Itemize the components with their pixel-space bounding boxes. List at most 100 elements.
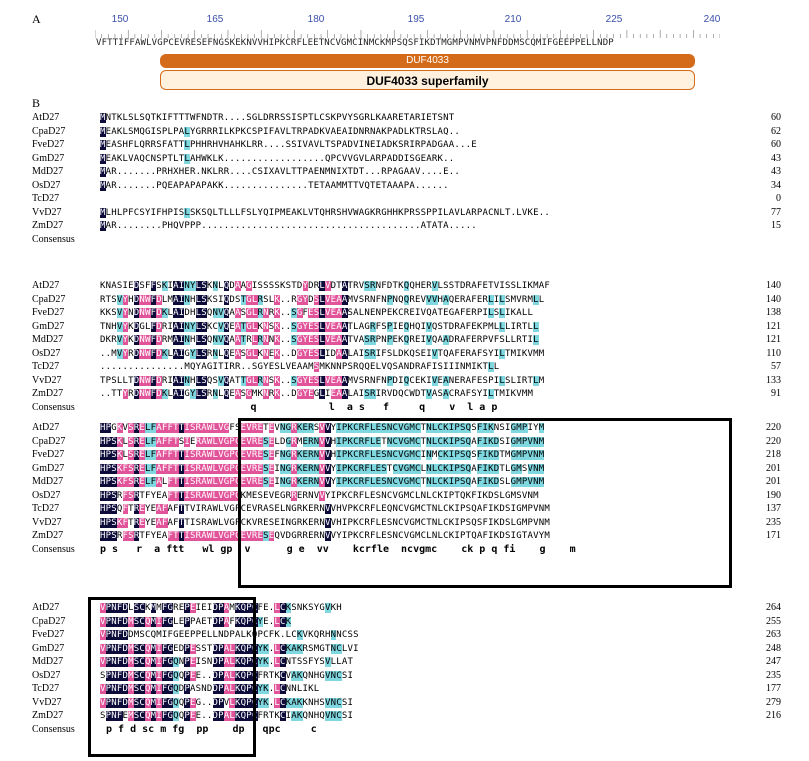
residue: P [341, 463, 348, 474]
residue: R [409, 335, 415, 345]
residue: I [482, 463, 489, 474]
residue: D [100, 335, 106, 345]
residue: S [505, 294, 511, 305]
residue: K [398, 281, 404, 291]
residue: L [358, 308, 365, 318]
residue: Q [223, 321, 230, 332]
residue: S [133, 657, 140, 667]
residue: T [212, 113, 219, 123]
residue: I [375, 140, 382, 150]
sequence-residues: MNTKLSLSQTKIFTTTWFNDTR....SGLDRRSSISPTLC… [100, 112, 454, 124]
residue: H [341, 207, 348, 218]
residue: V [431, 294, 438, 305]
residue: R [257, 308, 264, 318]
residue: . [415, 180, 421, 191]
residue: P [218, 711, 224, 721]
residue: G [353, 153, 359, 164]
consensus-row: Consensus p s r a ftt wl gp v g e vv kcrf… [0, 544, 809, 556]
residue: A [178, 126, 185, 137]
residue: P [460, 517, 466, 528]
residue: T [178, 531, 185, 541]
residue: D [386, 281, 393, 291]
residue: . [308, 221, 314, 231]
residue: N [319, 531, 325, 541]
residue: H [336, 517, 342, 528]
residue: M [409, 423, 415, 433]
residue: . [235, 113, 241, 123]
residue: P [184, 657, 190, 667]
residue: C [235, 436, 241, 447]
residue: K [482, 490, 489, 501]
residue-count: 201 [766, 476, 781, 487]
residue: . [150, 221, 157, 231]
residue: S [128, 436, 134, 447]
residue: Q [386, 504, 393, 514]
residue: M [251, 389, 258, 399]
residue: . [285, 180, 292, 191]
residue: C [386, 490, 393, 501]
residue: S [195, 517, 202, 528]
residue: A [392, 126, 399, 137]
residue: G [403, 450, 410, 460]
residue: A [341, 294, 348, 305]
residue: . [268, 180, 275, 191]
sequence-name: VvD27 [32, 696, 62, 708]
residue: S [325, 113, 331, 123]
residue: . [257, 180, 264, 191]
residue: Q [398, 294, 404, 305]
residue: V [285, 362, 292, 372]
residue: M [111, 348, 117, 359]
residue: P [190, 180, 196, 191]
residue: L [195, 294, 202, 305]
residue-count: 0 [776, 193, 781, 204]
residue: E [330, 375, 337, 386]
residue: T [499, 450, 505, 460]
residue: K [235, 603, 241, 613]
residue: M [313, 643, 320, 654]
residue: V [426, 335, 432, 345]
residue: R [291, 463, 297, 474]
residue: A [341, 321, 348, 332]
residue: L [251, 321, 258, 332]
residue: D [133, 335, 140, 345]
residue: N [184, 335, 190, 345]
residue: S [133, 684, 140, 694]
residue: P [235, 126, 241, 137]
residue: . [538, 207, 545, 218]
residue: K [448, 504, 455, 514]
residue: I [499, 281, 505, 291]
residue: S [364, 348, 370, 359]
residue: L [437, 531, 444, 541]
alignment-row: ZmD27 ..TTYRDNWFDKLAIGYLSRNLQEASGMKNRK..D… [0, 388, 809, 400]
residue: S [364, 335, 370, 345]
residue: . [206, 221, 213, 231]
residue: S [263, 477, 269, 487]
residue: R [358, 463, 365, 474]
residue: V [431, 348, 438, 359]
residue: R [100, 294, 106, 305]
residue: . [139, 221, 145, 231]
residue: H [100, 517, 106, 528]
residue: W [145, 375, 151, 386]
residue: P [105, 670, 112, 681]
residue: Y [122, 335, 129, 345]
residue: D [347, 140, 354, 150]
residue: S [268, 321, 275, 332]
residue: C [319, 113, 325, 123]
sequence-residues: HPSKFTREYEAFAFTTISRAWLVGPCKVRESEINGRKERN… [100, 517, 550, 529]
residue: L [240, 630, 247, 640]
residue: F [150, 389, 157, 399]
residue: V [302, 630, 309, 640]
residue: Y [476, 389, 483, 399]
residue: V [218, 450, 224, 460]
sequence-residues: VPNFDDMSCQMIFGEEPPELLNDPALKQPCFK.LCKVKQR… [100, 629, 359, 641]
residue: E [415, 335, 421, 345]
residue: Y [122, 308, 129, 318]
residue: T [296, 167, 303, 177]
residue: S [201, 348, 207, 359]
residue: V [341, 153, 348, 164]
residue: N [263, 335, 269, 345]
sequence-residues: MEASHFLQRRSFATTLPHHRHVHAHKLRR....SSIVAVL… [100, 139, 477, 151]
residue: . [128, 167, 134, 177]
residue: P [229, 490, 235, 501]
